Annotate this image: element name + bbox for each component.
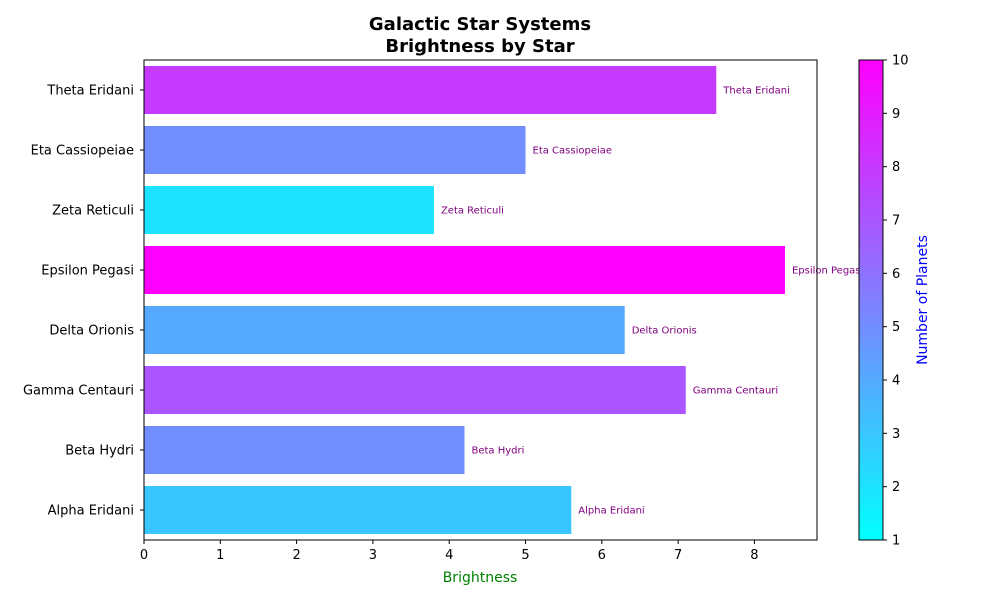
- y-tick-label: Theta Eridani: [46, 84, 134, 99]
- colorbar-tick-label: 5: [892, 320, 900, 335]
- plot-frame: [143, 59, 818, 541]
- colorbar-tick-label: 6: [892, 267, 900, 282]
- x-tick-label: 6: [598, 548, 606, 563]
- bar-zeta-reticuli: [144, 186, 434, 234]
- bar-value-label: Beta Hydri: [471, 446, 524, 457]
- x-tick-label: 0: [140, 548, 148, 563]
- colorbar-tick-label: 9: [892, 107, 900, 122]
- y-tick-label: Eta Cassiopeiae: [31, 144, 134, 159]
- y-axis-ticks: Alpha Eridani Beta Hydri Gamma Centauri Del…: [23, 84, 144, 519]
- bar-value-label: Alpha Eridani: [578, 506, 644, 517]
- colorbar-label: Number of Planets: [915, 235, 931, 365]
- colorbar-tick-label: 3: [892, 427, 900, 442]
- bar-beta-hydri: [144, 426, 465, 474]
- bar-value-label: Theta Eridani: [722, 86, 790, 97]
- colorbar: [858, 59, 884, 541]
- chart-title-line-1: Galactic Star Systems: [369, 14, 591, 35]
- x-tick-label: 1: [216, 548, 224, 563]
- colorbar-tick-label: 7: [892, 214, 900, 229]
- x-tick-label: 2: [292, 548, 300, 563]
- bar-theta-eridani: [144, 66, 717, 114]
- x-tick-label: 5: [521, 548, 529, 563]
- x-tick-label: 7: [674, 548, 682, 563]
- y-tick-label: Epsilon Pegasi: [41, 264, 134, 279]
- colorbar-tick-label: 8: [892, 160, 900, 175]
- colorbar-tick-label: 10: [892, 54, 909, 69]
- bars-group: [144, 66, 785, 534]
- colorbar-tick-label: 2: [892, 480, 900, 495]
- y-tick-label: Beta Hydri: [65, 444, 134, 459]
- x-axis-ticks: 0 1 2 3 4 5 6 7 8: [140, 540, 759, 563]
- bar-delta-orionis: [144, 306, 625, 354]
- colorbar-tick-label: 4: [892, 374, 900, 389]
- x-tick-label: 4: [445, 548, 453, 563]
- colorbar-tick-label: 1: [892, 534, 900, 549]
- colorbar-ticks: 1 2 3 4 5 6 7 8 9 10: [883, 54, 909, 549]
- x-axis-label: Brightness: [443, 570, 518, 586]
- bar-eta-cassiopeiae: [144, 126, 526, 174]
- chart-title-line-2: Brightness by Star: [385, 36, 574, 57]
- y-tick-label: Gamma Centauri: [23, 384, 134, 399]
- bar-value-label: Gamma Centauri: [693, 386, 778, 397]
- bar-labels-group: Alpha Eridani Beta Hydri Gamma Centauri Del…: [441, 86, 863, 517]
- bar-value-label: Zeta Reticuli: [441, 206, 504, 217]
- bar-alpha-eridani: [144, 486, 572, 534]
- bar-value-label: Epsilon Pegasi: [792, 266, 863, 277]
- y-tick-label: Delta Orionis: [49, 324, 134, 339]
- y-tick-label: Zeta Reticuli: [52, 204, 134, 219]
- bar-value-label: Delta Orionis: [632, 326, 697, 337]
- x-tick-label: 8: [750, 548, 758, 563]
- x-tick-label: 3: [369, 548, 377, 563]
- bar-gamma-centauri: [144, 366, 686, 414]
- bar-epsilon-pegasi: [144, 246, 785, 294]
- bar-value-label: Eta Cassiopeiae: [533, 146, 613, 157]
- y-tick-label: Alpha Eridani: [48, 504, 134, 519]
